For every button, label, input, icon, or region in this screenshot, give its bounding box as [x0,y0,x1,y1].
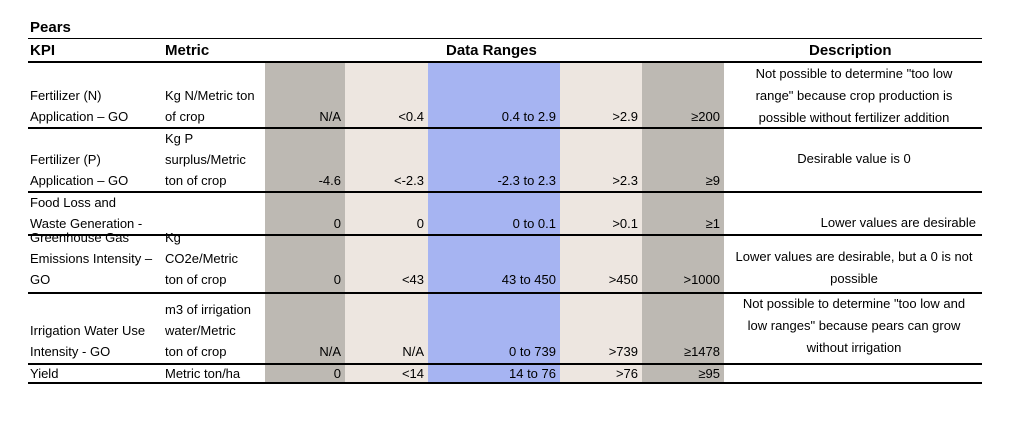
description-line: possible without fertilizer addition [758,110,950,125]
description-line: Not possible to determine "too low [755,66,953,81]
metric-cell: ton of crop [165,272,227,287]
description-cell: Desirable value is 0 [726,148,982,170]
description-cell: Lower values are desirable [726,212,976,234]
kpi-cell: Application – GO [30,173,129,188]
range-value-cell: 14 to 76 [509,366,556,381]
range-value-cell: 43 to 450 [501,272,556,287]
header-metric: Metric [165,42,210,59]
range-value-cell: <0.4 [398,109,424,124]
header-description: Description [809,42,892,59]
range-value-cell: >0.1 [612,216,638,231]
description-cell: Not possible to determine "too low range"… [726,63,982,129]
header-data-ranges: Data Ranges [446,42,537,59]
kpi-cell: Fertilizer (N) [30,88,102,103]
range-value-cell: >739 [608,344,638,359]
band-col-3 [428,63,560,383]
table-bottom-rule [28,382,982,384]
kpi-cell: GO [30,272,51,287]
range-value-cell: >1000 [683,272,720,287]
range-value-cell: ≥95 [698,366,720,381]
metric-cell: m3 of irrigation [165,302,251,317]
kpi-cell: Yield [30,366,59,381]
kpi-cell: Fertilizer (P) [30,152,101,167]
range-value-cell: ≥1 [705,216,720,231]
row-divider [28,127,982,129]
range-value-cell: 0 [333,366,341,381]
table-title: Pears [30,19,71,36]
band-col-1 [265,63,345,383]
header-kpi: KPI [30,42,56,59]
description-line: Not possible to determine "too low and [742,296,966,311]
range-value-cell: >2.9 [612,109,638,124]
description-line: Lower values are desirable, but a 0 is n… [735,249,973,264]
metric-cell: surplus/Metric [165,152,246,167]
range-value-cell: -2.3 to 2.3 [497,173,556,188]
range-value-cell: ≥9 [705,173,720,188]
band-col-2 [345,63,428,383]
range-value-cell: 0.4 to 2.9 [501,109,556,124]
metric-cell: Metric ton/ha [165,366,241,381]
range-value-cell: 0 to 0.1 [512,216,556,231]
kpi-cell: Emissions Intensity – [30,251,153,266]
row-divider [28,363,982,365]
range-value-cell: >2.3 [612,173,638,188]
kpi-cell: Intensity - GO [30,344,111,359]
header-top-rule [28,38,982,39]
description-line: Desirable value is 0 [797,151,911,166]
range-value-cell: >450 [608,272,638,287]
description-line: Lower values are desirable [820,215,976,230]
range-value-cell: <14 [401,366,424,381]
kpi-cell: Irrigation Water Use [30,323,146,338]
description-line: range" because crop production is [755,88,953,103]
band-col-4 [560,63,642,383]
metric-cell: CO2e/Metric [165,251,238,266]
metric-cell: Kg P [165,131,194,146]
range-value-cell: >76 [615,366,638,381]
range-value-cell: ≥200 [691,109,720,124]
range-value-cell: -4.6 [318,173,341,188]
description-line: possible [830,271,878,286]
range-value-cell: 0 to 739 [509,344,556,359]
row-divider [28,191,982,193]
kpi-cell: Greenhouse Gas [30,230,130,245]
description-line: low ranges" because pears can grow [747,318,961,333]
kpi-cell: Application – GO [30,109,129,124]
metric-cell: water/Metric [165,323,236,338]
range-value-cell: N/A [319,109,341,124]
range-value-cell: N/A [402,344,424,359]
range-value-cell: 0 [333,216,341,231]
metric-cell: Kg [165,230,181,245]
range-value-cell: 0 [333,272,341,287]
band-col-5 [642,63,724,383]
kpi-cell: Waste Generation - [30,216,143,231]
description-cell: Not possible to determine "too low and lo… [726,293,982,359]
metric-cell: of crop [165,109,205,124]
header-bottom-rule [28,61,982,63]
description-line: without irrigation [806,340,902,355]
description-cell: Lower values are desirable, but a 0 is n… [726,246,982,290]
range-value-cell: <-2.3 [394,173,424,188]
range-value-cell: 0 [416,216,424,231]
range-value-cell: N/A [319,344,341,359]
kpi-cell: Food Loss and [30,195,117,210]
metric-cell: ton of crop [165,344,227,359]
metric-cell: ton of crop [165,173,227,188]
row-divider [28,234,982,236]
row-divider [28,292,982,294]
metric-cell: Kg N/Metric ton [165,88,255,103]
range-value-cell: ≥1478 [683,344,720,359]
range-value-cell: <43 [401,272,424,287]
